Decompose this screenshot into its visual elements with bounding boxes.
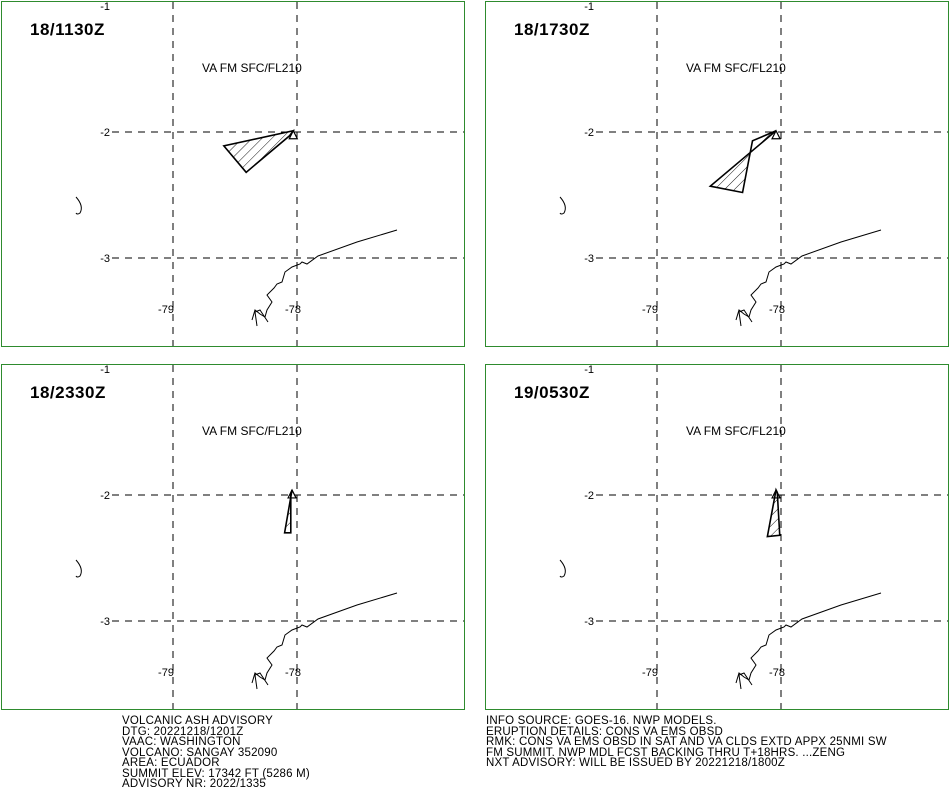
advisory-eruption-details: ERUPTION DETAILS: CONS VA EMS OBSD: [486, 725, 724, 738]
advisory-title: VOLCANIC ASH ADVISORY: [122, 715, 273, 727]
advisory-volcano: VOLCANO: SANGAY 352090: [122, 746, 278, 759]
forecast-time-4: 19/0530Z: [514, 383, 590, 402]
lat-label: -3: [584, 253, 594, 265]
lon-label: -79: [642, 667, 658, 679]
ash-cloud-polygon: [766, 487, 781, 538]
forecast-panel-1: -1 -2 -3 -79 -78 18/1130Z VA FM SFC/FL210: [1, 1, 465, 347]
map-canvas-3: -1 -2 -3 -79 -78: [75, 365, 464, 709]
lat-label: -3: [100, 253, 110, 265]
coastline: [735, 592, 882, 684]
advisory-dtg: DTG: 20221218/1201Z: [122, 725, 244, 738]
forecast-panel-3: -1 -2 -3 -79 -78 18/2330Z VA FM SFC/FL210: [1, 364, 465, 710]
advisory-info-source: INFO SOURCE: GOES-16. NWP MODELS.: [486, 715, 717, 727]
lon-label: -78: [769, 667, 785, 679]
volcano-icon: [771, 129, 782, 140]
advisory-remarks: RMK: CONS VA EMS OBSD IN SAT AND VA CLDS…: [486, 736, 887, 748]
lon-label: -79: [158, 667, 174, 679]
border-line: [738, 672, 753, 690]
advisory-header-text: VOLCANIC ASH ADVISORY DTG: 20221218/1201Z…: [122, 716, 310, 790]
lon-label: -78: [769, 304, 785, 316]
lat-label: -1: [584, 365, 594, 376]
advisory-number: ADVISORY NR: 2022/1335: [122, 778, 266, 790]
map-canvas-4: -1 -2 -3 -79 -78: [559, 365, 948, 709]
advisory-details-text: INFO SOURCE: GOES-16. NWP MODELS. ERUPTIO…: [486, 716, 887, 769]
island-outline: [75, 196, 82, 215]
volcano-icon: [287, 488, 298, 499]
forecast-time-1: 18/1130Z: [30, 20, 105, 39]
ash-layer-label-4: VA FM SFC/FL210: [686, 424, 786, 438]
lon-label: -79: [642, 304, 658, 316]
map-canvas-2: -1 -2 -3 -79 -78: [559, 2, 948, 346]
advisory-next: NXT ADVISORY: WILL BE ISSUED BY 20221218…: [486, 757, 785, 769]
ash-cloud-polygon: [222, 129, 296, 174]
lat-label: -2: [100, 490, 110, 502]
coastline: [251, 229, 398, 321]
border-line: [738, 309, 753, 327]
lon-label: -79: [158, 304, 174, 316]
ash-layer-label-2: VA FM SFC/FL210: [686, 61, 786, 75]
ash-cloud-polygon: [708, 130, 777, 194]
forecast-time-2: 18/1730Z: [514, 20, 590, 39]
forecast-panel-2: -1 -2 -3 -79 -78 18/1730Z VA FM SFC/FL210: [485, 1, 949, 347]
advisory-area: AREA: ECUADOR: [122, 757, 220, 769]
advisory-vaac: VAAC: WASHINGTON: [122, 736, 241, 748]
lat-label: -1: [100, 365, 110, 376]
lat-label: -2: [100, 127, 110, 139]
ash-layer-label-3: VA FM SFC/FL210: [202, 424, 302, 438]
border-line: [254, 672, 269, 690]
lat-label: -1: [584, 2, 594, 13]
lon-label: -78: [285, 667, 301, 679]
lat-label: -1: [100, 2, 110, 13]
lat-label: -3: [584, 616, 594, 628]
coastline: [735, 229, 882, 321]
map-canvas-1: -1 -2 -3 -79 -78: [75, 2, 464, 346]
lon-label: -78: [285, 304, 301, 316]
lat-label: -2: [584, 127, 594, 139]
island-outline: [559, 559, 566, 578]
island-outline: [559, 196, 566, 215]
forecast-panel-4: -1 -2 -3 -79 -78 19/0530Z VA FM SFC/FL210: [485, 364, 949, 710]
border-line: [254, 309, 269, 327]
volcano-icon: [771, 488, 782, 499]
forecast-time-3: 18/2330Z: [30, 383, 106, 402]
lat-label: -2: [584, 490, 594, 502]
lat-label: -3: [100, 616, 110, 628]
advisory-summit-elev: SUMMIT ELEV: 17342 FT (5286 M): [122, 767, 310, 780]
ash-layer-label-1: VA FM SFC/FL210: [202, 61, 302, 75]
volcano-icon: [288, 129, 299, 140]
advisory-remarks-cont: FM SUMMIT. NWP MDL FCST BACKING THRU T+1…: [486, 746, 846, 759]
coastline: [251, 592, 398, 684]
island-outline: [75, 559, 82, 578]
